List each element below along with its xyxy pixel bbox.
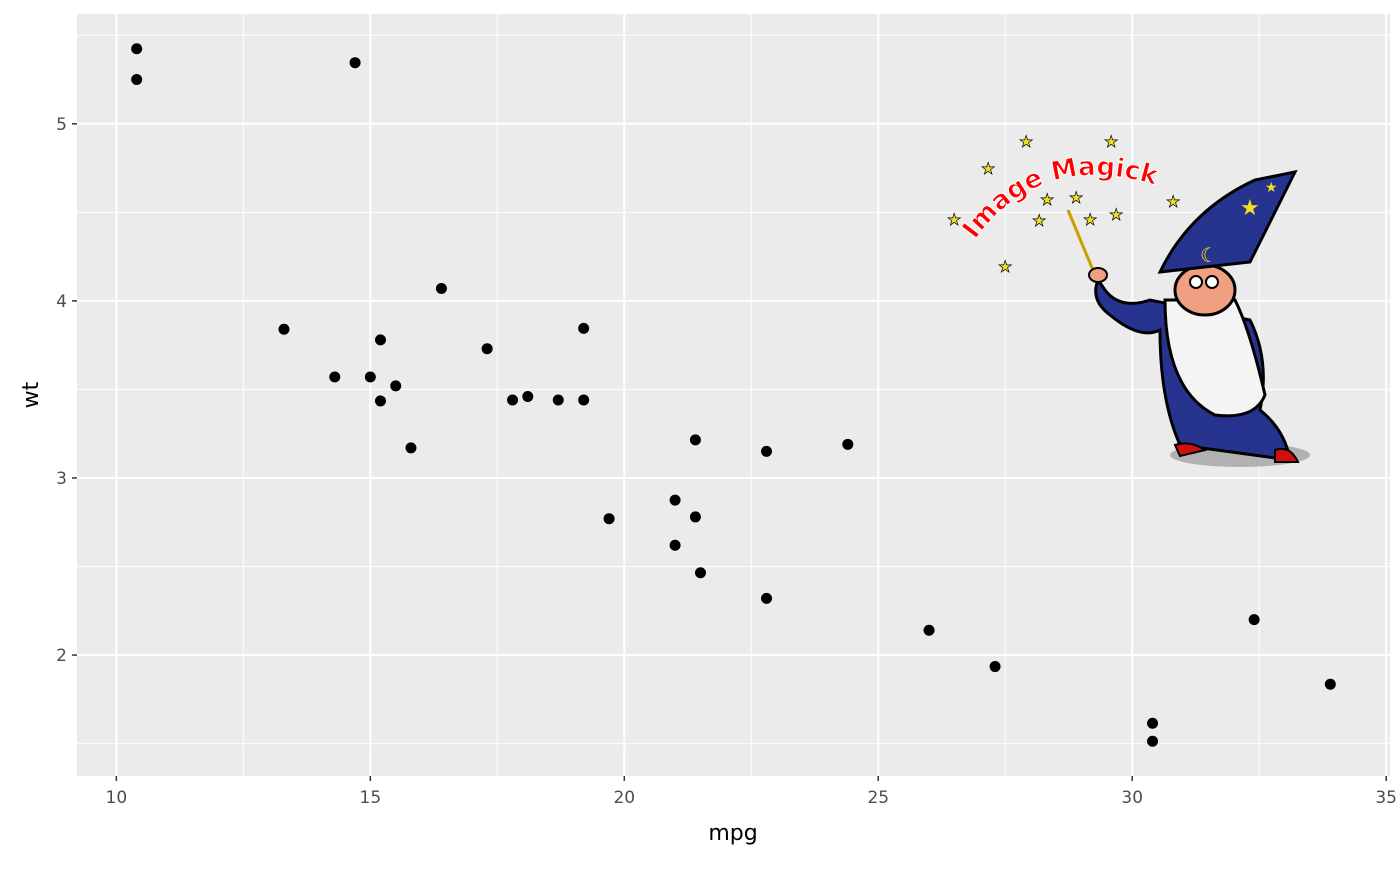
data-point [374,334,386,346]
data-point [374,395,386,407]
data-point [364,371,376,383]
data-point [603,513,615,525]
data-point [669,494,681,506]
x-tick-label: 35 [1375,788,1397,808]
data-point [278,323,290,335]
data-point [349,57,361,69]
y-tick-label: 4 [56,292,67,312]
x-axis-title: mpg [708,821,757,846]
axis-ticks: 10 15 20 25 30 35 2 3 4 5 [56,115,1397,808]
data-point [578,322,590,334]
data-point [761,445,773,457]
svg-text:★: ★ [1240,196,1260,221]
svg-text:★: ★ [1069,188,1083,207]
data-point [923,624,935,636]
svg-text:★: ★ [1166,192,1180,211]
data-points [131,43,1336,747]
y-axis-title: wt [19,381,44,408]
data-point [329,371,341,383]
data-point [507,394,519,406]
svg-text:★: ★ [1019,132,1033,151]
svg-text:★: ★ [947,210,961,229]
data-point [405,442,417,454]
data-point [842,438,854,450]
y-tick-label: 2 [56,646,67,666]
data-point [694,567,706,579]
data-point [689,434,701,446]
y-tick-label: 5 [56,115,67,135]
data-point [390,380,402,392]
data-point [1147,717,1159,729]
svg-text:☾: ☾ [1200,243,1218,267]
svg-text:★: ★ [998,257,1012,276]
svg-text:★: ★ [1104,132,1118,151]
x-tick-label: 15 [360,788,382,808]
data-point [435,282,447,294]
svg-text:★: ★ [1032,211,1046,230]
y-tick-label: 3 [56,469,67,489]
data-point [989,661,1001,673]
data-point [761,592,773,604]
svg-text:★: ★ [1040,190,1054,209]
x-tick-label: 25 [867,788,889,808]
data-point [131,74,143,86]
data-point [689,511,701,523]
data-point [669,539,681,551]
svg-text:★: ★ [1265,180,1278,196]
data-point [552,394,564,406]
data-point [131,43,143,55]
data-point [481,343,493,355]
data-point [522,391,534,403]
data-point [1147,735,1159,747]
data-point [578,394,590,406]
data-point [1248,614,1260,626]
svg-text:★: ★ [981,159,995,178]
x-tick-label: 20 [613,788,635,808]
svg-text:★: ★ [1109,205,1123,224]
data-point [1324,678,1336,690]
x-tick-label: 30 [1121,788,1143,808]
svg-text:★: ★ [1083,210,1097,229]
x-tick-label: 10 [106,788,128,808]
